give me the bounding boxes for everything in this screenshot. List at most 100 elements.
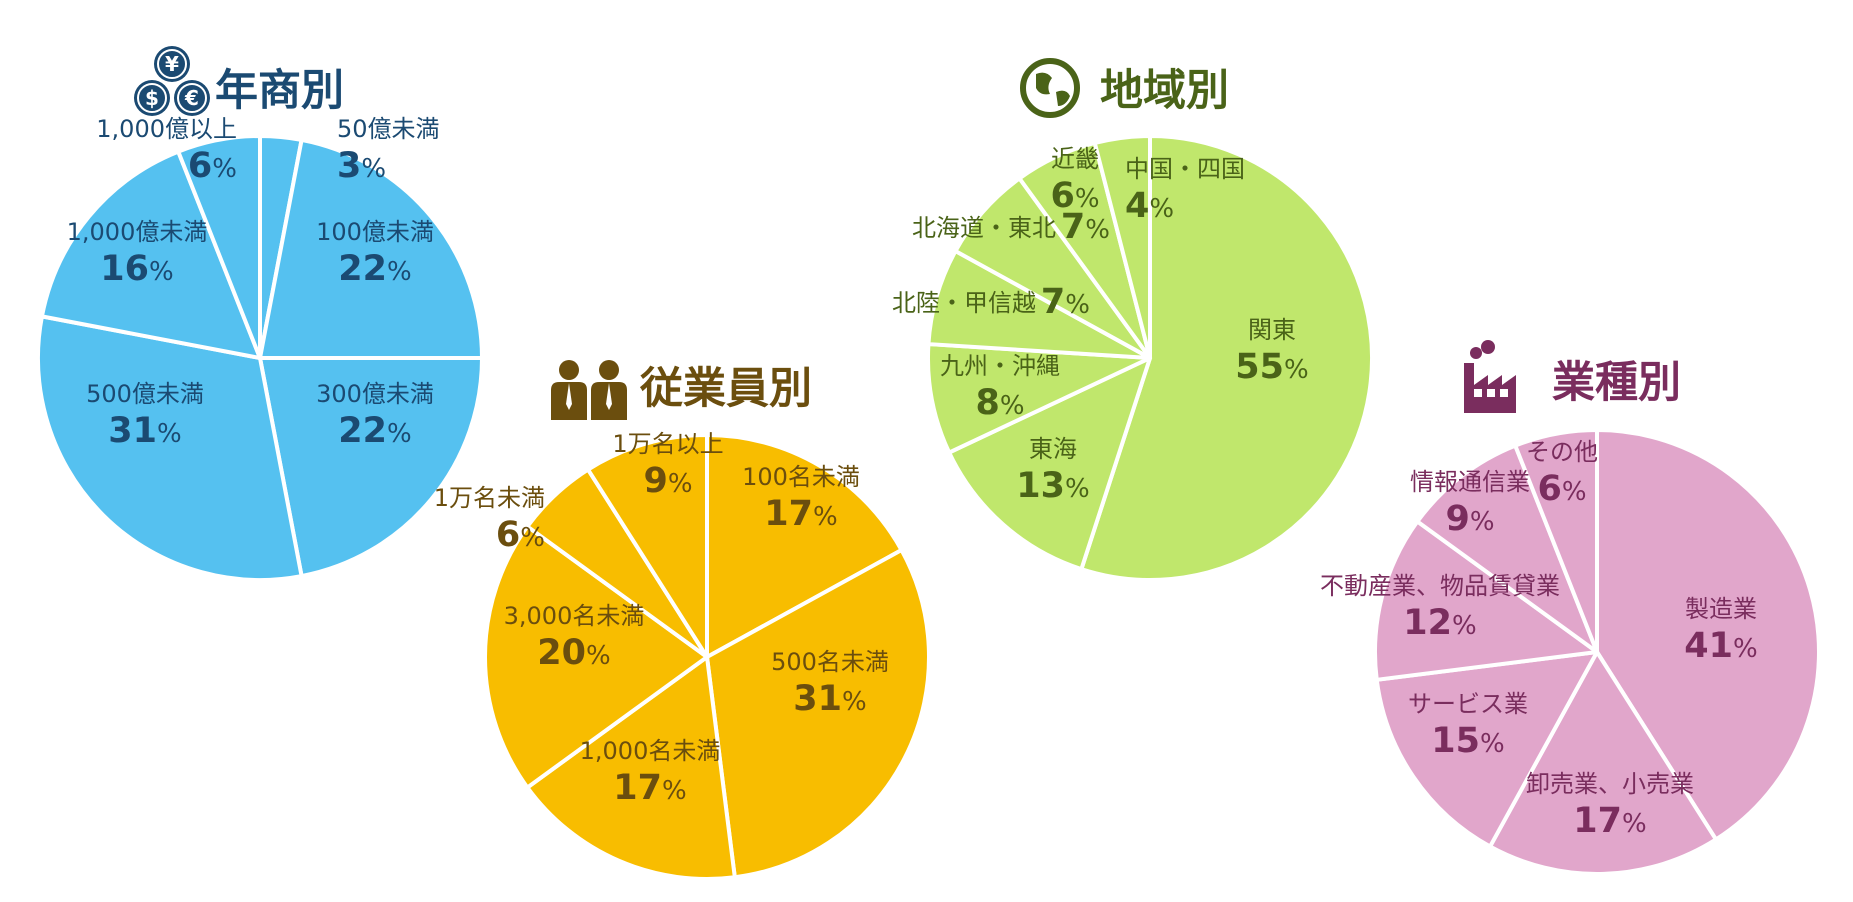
slice-label: 100億未満 22% — [316, 218, 434, 289]
slice-value: 4% — [1125, 186, 1174, 226]
slice-label: 1万名以上 9% — [612, 430, 723, 501]
svg-text:€: € — [184, 86, 199, 110]
slice-name: 100名未満 — [742, 463, 860, 491]
slice-name: 北陸・甲信越 — [892, 289, 1036, 317]
slice-label: 1,000億未満 16% — [67, 218, 208, 289]
slice-label: 1,000名未満 17% — [580, 737, 721, 808]
pie-chart-2: 従業員別 100名未満 17% 500名未満 31% 1,000名未満 17% 3,000名未… — [434, 360, 931, 881]
pie-slice — [258, 356, 484, 579]
pie-slice — [1079, 134, 1375, 582]
slice-name: 1,000名未満 — [580, 737, 721, 765]
pie-slice — [586, 433, 709, 659]
slice-label: 情報通信業 9% — [1410, 468, 1530, 539]
slice-value: 8% — [975, 383, 1024, 423]
slice-label: 近畿 6% — [1050, 145, 1099, 216]
slice-value: 55% — [1235, 347, 1308, 387]
slice-value: 20% — [537, 633, 610, 673]
slice-name: 500名未満 — [771, 648, 889, 676]
slice-name: サービス業 — [1408, 690, 1528, 718]
pie-slice — [705, 548, 931, 880]
chart-title: 地域別 — [1100, 66, 1229, 116]
slice-value: 9% — [1445, 499, 1494, 539]
slice-name: 1,000億未満 — [67, 218, 208, 246]
slice-value: 6% — [1050, 176, 1099, 216]
slice-name: 東海 — [1029, 435, 1077, 463]
slice-value: 17% — [613, 768, 686, 808]
slice-value: 17% — [764, 494, 837, 534]
slice-value: 9% — [643, 461, 692, 501]
slice-label: 3,000名未満 20% — [504, 602, 645, 673]
pie-slice — [176, 134, 262, 360]
slice-label: 100名未満 17% — [742, 463, 860, 534]
slice-label: 1,000億以上 6% — [96, 115, 237, 186]
slice-value: 41% — [1684, 626, 1757, 666]
slice-value: 22% — [338, 249, 411, 289]
pie-slice — [1374, 650, 1599, 849]
slice-value: 22% — [338, 411, 411, 451]
slice-name: 製造業 — [1685, 595, 1757, 623]
slice-label: 50億未満 3% — [337, 115, 440, 186]
slice-name: 50億未満 — [337, 115, 440, 143]
slice-label: 300億未満 22% — [316, 380, 434, 451]
slice-value: 3% — [337, 146, 386, 186]
slice-label: 7%北陸・甲信越 — [892, 282, 1090, 322]
slice-name: 近畿 — [1051, 145, 1099, 173]
slice-label: 中国・四国 4% — [1125, 155, 1245, 226]
pie-chart-3: 地域別関東55%東海13%九州・沖縄8%7%北陸・甲信越7%北海道・東北近畿6%… — [892, 58, 1375, 582]
slice-value: 31% — [793, 679, 866, 719]
chart-title: 業種別 — [1552, 358, 1681, 408]
pie-slice — [39, 149, 262, 360]
slice-value: 12% — [1403, 603, 1476, 643]
svg-text:¥: ¥ — [165, 52, 179, 76]
slice-value: 7% — [1061, 207, 1110, 247]
slice-name: 500億未満 — [86, 380, 204, 408]
slice-name: 中国・四国 — [1125, 155, 1245, 183]
slice-value: 6% — [496, 515, 545, 555]
slice-label: 東海 13% — [1016, 435, 1089, 506]
slice-name: 関東 — [1248, 316, 1296, 344]
pie-slice — [258, 137, 484, 360]
slice-label: 不動産業、物品賃貸業 12% — [1320, 572, 1560, 643]
slice-name: 情報通信業 — [1410, 468, 1530, 496]
slice-name: 3,000名未満 — [504, 602, 645, 630]
slice-name: 1万名未満 — [434, 484, 545, 512]
pie-slice — [947, 356, 1152, 572]
slice-name: 300億未満 — [316, 380, 434, 408]
currency-coins-icon: ¥$ € — [134, 46, 210, 116]
slice-name: 九州・沖縄 — [940, 352, 1060, 380]
chart-title: 従業員別 — [639, 364, 812, 414]
svg-text:$: $ — [145, 86, 159, 110]
employees-icon — [551, 360, 627, 420]
slice-value: 13% — [1016, 466, 1089, 506]
slice-name: 1万名以上 — [612, 430, 723, 458]
globe-icon — [1020, 58, 1080, 118]
slice-name: 不動産業、物品賃貸業 — [1320, 572, 1560, 600]
slice-name: 北海道・東北 — [912, 214, 1056, 242]
pie-slice — [926, 342, 1152, 455]
slice-label: 関東 55% — [1235, 316, 1308, 387]
factory-icon — [1464, 340, 1516, 413]
slice-label: 卸売業、小売業 17% — [1526, 770, 1694, 841]
slice-name: 卸売業、小売業 — [1526, 770, 1694, 798]
slice-label: 九州・沖縄 8% — [940, 352, 1060, 423]
slice-value: 7% — [1041, 282, 1090, 322]
slice-value: 6% — [1537, 469, 1586, 509]
slice-label: その他 6% — [1526, 438, 1598, 509]
slice-name: その他 — [1526, 438, 1598, 466]
pie-slice — [1092, 134, 1152, 360]
pie-slice — [36, 314, 304, 582]
pie-slice — [525, 655, 737, 881]
slice-value: 17% — [1573, 801, 1646, 841]
slice-value: 31% — [108, 411, 181, 451]
slice-label: 1万名未満 6% — [434, 484, 545, 555]
slice-label: 500億未満 31% — [86, 380, 204, 451]
pie-slice — [483, 524, 709, 790]
slice-label: 製造業 41% — [1684, 595, 1757, 666]
slice-label: 7%北海道・東北 — [912, 207, 1110, 247]
slice-value: 16% — [100, 249, 173, 289]
slice-value: 6% — [188, 146, 237, 186]
slice-label: 500名未満 31% — [771, 648, 889, 719]
chart-title: 年商別 — [215, 66, 344, 116]
